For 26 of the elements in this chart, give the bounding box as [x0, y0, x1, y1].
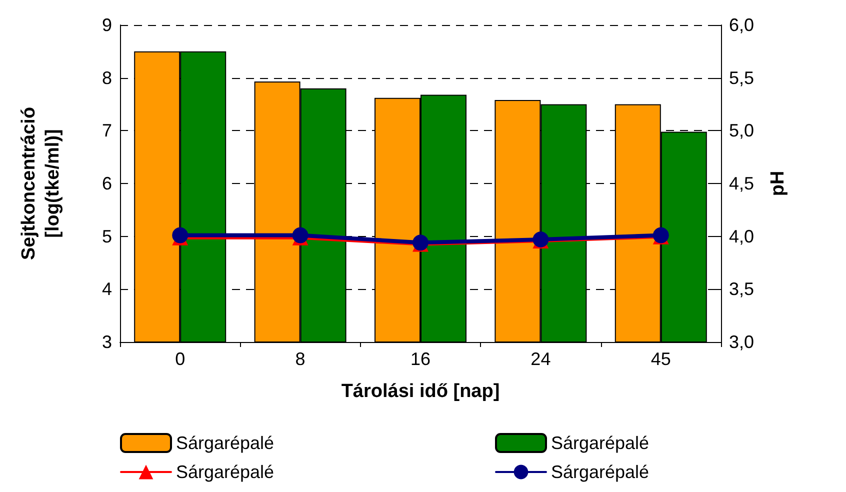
y-tick-label: 7: [102, 120, 112, 141]
legend-label: Sárgarépalé: [176, 433, 274, 453]
y-tick-label: 4: [102, 279, 112, 300]
y-tick-label: 9: [102, 15, 112, 35]
y2-tick-label: 5,5: [729, 68, 754, 88]
x-axis-title: Tárolási idő [nap]: [341, 381, 500, 402]
y2-tick-label: 5,0: [729, 120, 754, 141]
y-tick-label: 5: [102, 226, 112, 246]
y2-tick-label: 3,0: [729, 332, 754, 352]
x-tick-label: 45: [650, 349, 671, 369]
legend-label: Sárgarépalé: [176, 462, 274, 482]
x-tick-label: 0: [175, 349, 186, 369]
x-tick-label: 8: [295, 349, 306, 369]
y-tick-label: 3: [102, 332, 112, 352]
x-tick-label: 16: [410, 349, 431, 369]
y-axis-title: Sejtkoncentráció [log(tke/ml)]: [18, 106, 64, 260]
y2-axis-title: pH: [768, 170, 788, 196]
x-tick-label: 24: [530, 349, 551, 369]
y-tick-label: 8: [102, 68, 112, 88]
y-tick-label: 6: [102, 174, 112, 194]
y2-tick-label: 3,5: [729, 279, 754, 300]
legend-label: Sárgarépalé: [551, 433, 650, 453]
legend-label: Sárgarépalé: [551, 462, 650, 482]
y2-tick-label: 4,0: [729, 226, 754, 246]
y2-tick-label: 6,0: [729, 15, 754, 35]
y2-tick-label: 4,5: [729, 174, 754, 194]
